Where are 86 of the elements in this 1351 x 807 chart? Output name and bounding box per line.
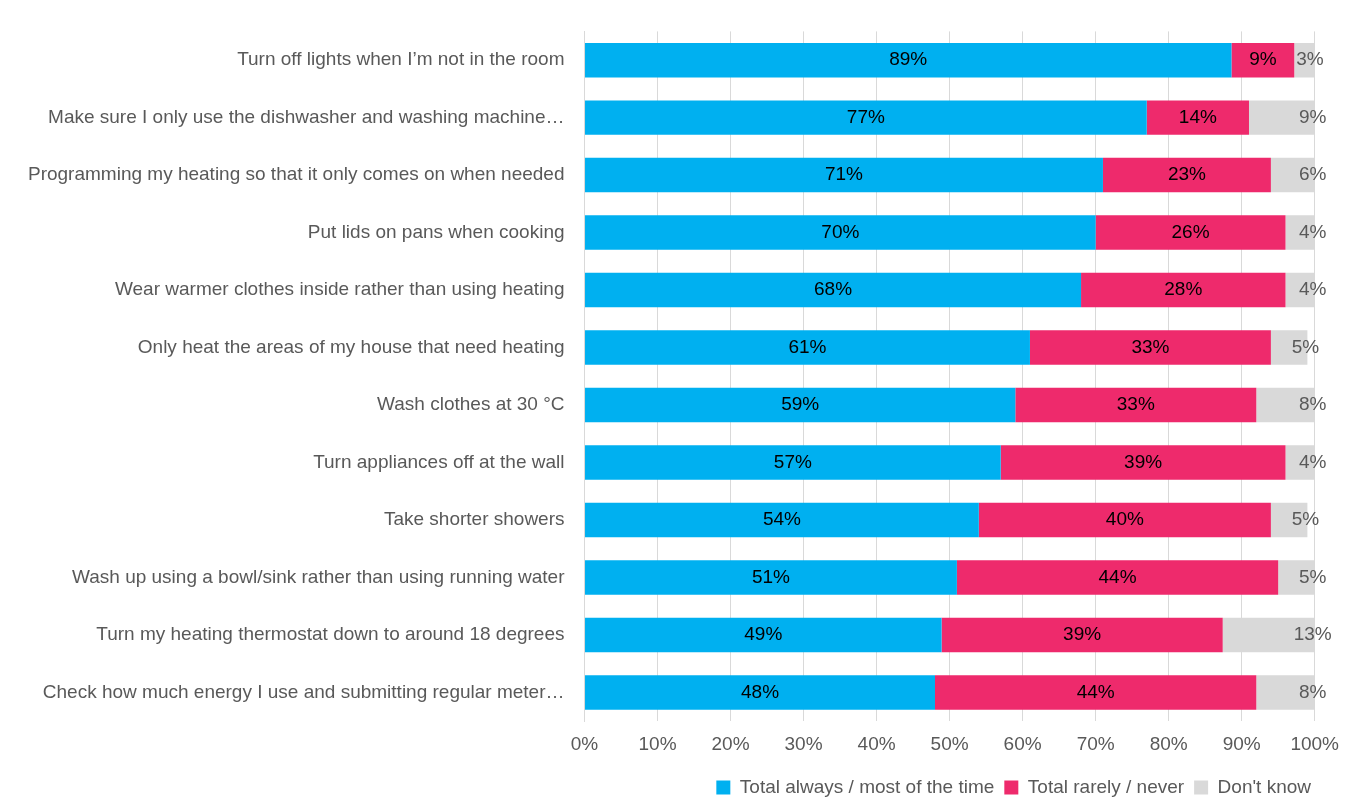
data-label: 4% xyxy=(1298,220,1327,242)
data-label: 5% xyxy=(1298,565,1327,587)
y-tick-label: Put lids on pans when cooking xyxy=(307,220,565,242)
y-tick-label: Wash up using a bowl/sink rather than using running water xyxy=(72,565,566,587)
data-label: 51% xyxy=(751,565,791,587)
data-label: 33% xyxy=(1131,335,1170,357)
x-tick-label: 60% xyxy=(1003,732,1042,754)
data-label: 14% xyxy=(1178,105,1217,127)
data-label: 5% xyxy=(1291,508,1320,530)
x-tick-label: 70% xyxy=(1076,732,1115,754)
bar xyxy=(978,502,1271,538)
data-label: 77% xyxy=(846,105,886,127)
y-tick-label: Check how much energy I use and submitting regular meter… xyxy=(42,680,565,702)
data-label: 68% xyxy=(814,278,853,300)
data-label: 3% xyxy=(1296,48,1324,70)
x-tick-label: 0% xyxy=(570,732,599,754)
bar xyxy=(585,560,957,595)
y-tick-label: Wear warmer clothes inside rather than using heating xyxy=(114,278,565,300)
data-label: 5% xyxy=(1291,335,1320,357)
data-label: 9% xyxy=(1298,105,1327,127)
data-label: 4% xyxy=(1298,278,1327,300)
x-tick-label: 20% xyxy=(711,732,750,754)
data-label: 57% xyxy=(773,450,812,472)
x-tick-label: 10% xyxy=(638,732,677,754)
bar xyxy=(1015,387,1257,423)
bar xyxy=(585,445,1001,480)
data-label: 89% xyxy=(889,48,928,70)
bar xyxy=(585,330,1030,365)
x-tick-label: 50% xyxy=(930,732,969,754)
data-label: 61% xyxy=(788,335,827,357)
x-tick-label: 90% xyxy=(1222,732,1261,754)
bar xyxy=(585,272,1082,308)
bar xyxy=(1029,330,1271,365)
legend-label: Total rarely / never xyxy=(1027,775,1185,797)
data-label: 40% xyxy=(1105,508,1144,530)
x-tick-label: 80% xyxy=(1149,732,1188,754)
bar xyxy=(585,100,1147,135)
y-tick-label: Turn appliances off at the wall xyxy=(313,450,565,472)
y-tick-label: Take shorter showers xyxy=(383,508,565,530)
data-label: 44% xyxy=(1098,565,1137,587)
data-label: 59% xyxy=(781,393,820,415)
data-label: 23% xyxy=(1167,163,1207,185)
data-label: 39% xyxy=(1063,623,1102,645)
data-label: 33% xyxy=(1116,393,1155,415)
data-label: 6% xyxy=(1298,163,1327,185)
x-tick-label: 30% xyxy=(784,732,823,754)
bar xyxy=(585,215,1096,250)
data-label: 26% xyxy=(1171,220,1210,242)
y-tick-label: Turn my heating thermostat down to around 18 degrees xyxy=(96,623,565,645)
bar xyxy=(1102,157,1271,193)
x-tick-label: 40% xyxy=(857,732,896,754)
y-tick-label: Turn off lights when I’m not in the room xyxy=(237,48,565,70)
data-label: 70% xyxy=(821,220,860,242)
data-label: 48% xyxy=(741,680,780,702)
bar xyxy=(585,675,936,710)
data-label: 8% xyxy=(1298,680,1327,702)
bar xyxy=(935,675,1257,710)
data-label: 4% xyxy=(1298,450,1327,472)
legend-label: Don't know xyxy=(1217,775,1312,797)
y-tick-label: Only heat the areas of my house that need heating xyxy=(137,335,565,357)
bar xyxy=(585,387,1016,423)
data-label: 39% xyxy=(1124,450,1163,472)
bar xyxy=(1146,100,1249,135)
x-tick-label: 100% xyxy=(1290,732,1340,754)
data-label: 49% xyxy=(744,623,783,645)
bar xyxy=(585,502,979,538)
bar xyxy=(941,617,1223,653)
data-label: 28% xyxy=(1164,278,1203,300)
bar xyxy=(1081,272,1286,308)
bar xyxy=(1231,42,1295,78)
bar xyxy=(1000,445,1286,480)
bar xyxy=(1095,215,1286,250)
y-tick-label: Programming my heating so that it only comes on when needed xyxy=(27,163,565,185)
y-tick-label: Wash clothes at 30 °C xyxy=(377,393,565,415)
data-label: 9% xyxy=(1249,48,1277,70)
y-tick-label: Make sure I only use the dishwasher and washing machine… xyxy=(48,105,565,127)
bar xyxy=(585,617,942,653)
bar xyxy=(585,157,1103,193)
data-label: 71% xyxy=(824,163,864,185)
data-label: 8% xyxy=(1298,393,1327,415)
data-label: 44% xyxy=(1076,680,1115,702)
bar xyxy=(585,42,1232,78)
data-label: 54% xyxy=(762,508,802,530)
data-label: 13% xyxy=(1293,623,1332,645)
bar xyxy=(956,560,1279,595)
legend-label: Total always / most of the time xyxy=(739,775,995,797)
